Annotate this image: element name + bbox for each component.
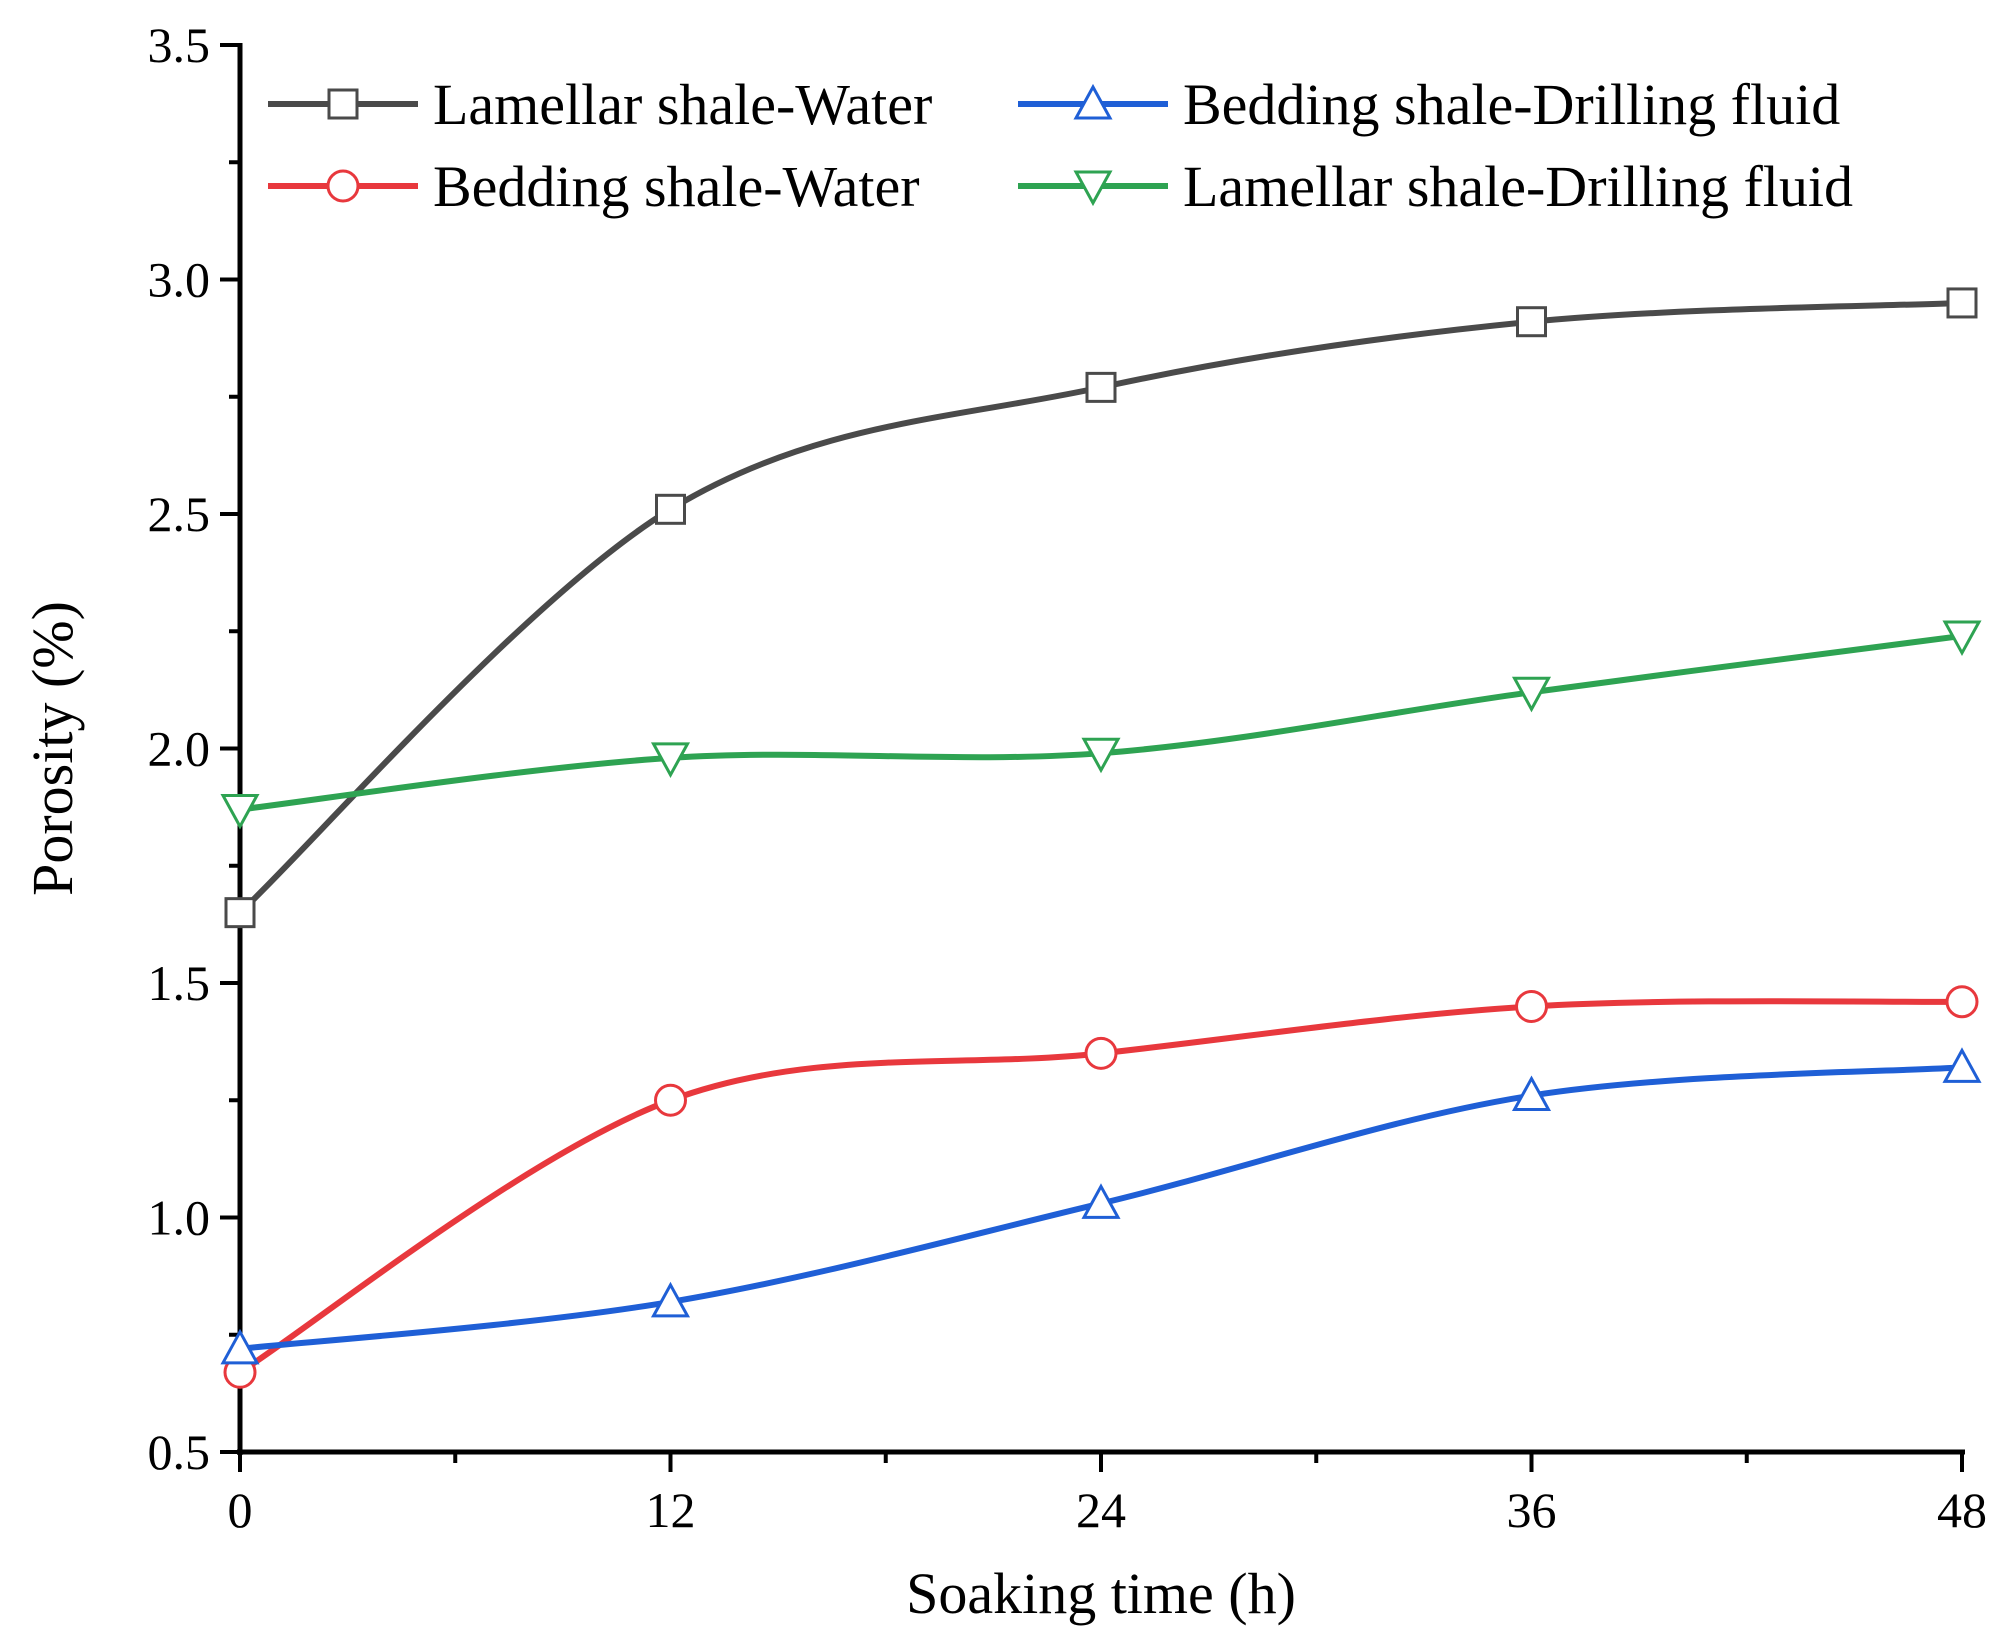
legend: Lamellar shale-Water Bedding shale-Water B…: [268, 72, 1853, 219]
axes: 0.5 1.0 1.5 2.0 2.5 3.0 3.5 0 12 24 36 48: [148, 17, 1988, 1538]
y-tick-label: 0.5: [148, 1424, 211, 1480]
x-tick-label: 24: [1076, 1482, 1126, 1538]
series-bedding-shale-water: [223, 985, 1979, 1389]
y-tick-label: 2.0: [148, 721, 211, 777]
y-axis-title: Porosity (%): [20, 601, 85, 896]
legend-swatch-marker: [326, 169, 360, 203]
data-point: [1081, 737, 1121, 774]
data-point: [1516, 306, 1547, 338]
legend-item: Lamellar shale-Water: [268, 72, 932, 137]
data-point: [1085, 371, 1117, 403]
legend-label: Bedding shale-Drilling fluid: [1183, 72, 1840, 137]
y-tick-label: 3.0: [148, 252, 211, 308]
data-point: [224, 897, 256, 929]
legend-label: Lamellar shale-Drilling fluid: [1183, 154, 1853, 219]
data-point: [220, 1328, 260, 1365]
data-point: [1945, 985, 1979, 1019]
x-axis-title: Soaking time (h): [906, 1561, 1296, 1626]
y-tick-label: 1.5: [148, 955, 211, 1011]
series-bedding-shale-drilling-fluid: [220, 1047, 1982, 1365]
data-point: [1515, 989, 1548, 1023]
legend-swatch-marker: [1073, 170, 1113, 207]
series-layer: [220, 287, 1982, 1389]
x-tick-label: 0: [228, 1482, 253, 1538]
series-line: [237, 299, 1963, 915]
data-point: [220, 793, 260, 830]
x-tick-label: 48: [1937, 1482, 1987, 1538]
data-point: [1942, 1047, 1982, 1083]
series-line: [239, 632, 1963, 813]
legend-item: Bedding shale-Water: [268, 154, 920, 219]
data-point: [655, 493, 686, 525]
x-tick-label: 36: [1507, 1482, 1557, 1538]
data-point: [650, 1281, 691, 1318]
data-point: [1084, 1036, 1118, 1070]
series-lamellar-shale-drilling-fluid: [220, 620, 1982, 830]
data-point: [1081, 1183, 1121, 1219]
y-tick-label: 3.5: [148, 17, 211, 73]
legend-label: Lamellar shale-Water: [433, 72, 932, 137]
data-point: [1511, 1075, 1552, 1112]
data-point: [654, 1083, 687, 1117]
legend-swatch-marker: [1073, 83, 1113, 120]
y-tick-label: 2.5: [148, 486, 211, 542]
series-lamellar-shale-water: [224, 287, 1978, 929]
data-point: [650, 742, 691, 778]
data-point: [1946, 287, 1978, 319]
legend-label: Bedding shale-Water: [433, 154, 920, 219]
legend-item: Bedding shale-Drilling fluid: [1018, 72, 1840, 137]
legend-item: Lamellar shale-Drilling fluid: [1018, 154, 1853, 219]
data-point: [1511, 676, 1552, 713]
data-point: [1942, 620, 1982, 657]
x-tick-label: 12: [646, 1482, 696, 1538]
y-tick-label: 1.0: [148, 1190, 211, 1246]
legend-swatch-marker: [327, 88, 359, 120]
